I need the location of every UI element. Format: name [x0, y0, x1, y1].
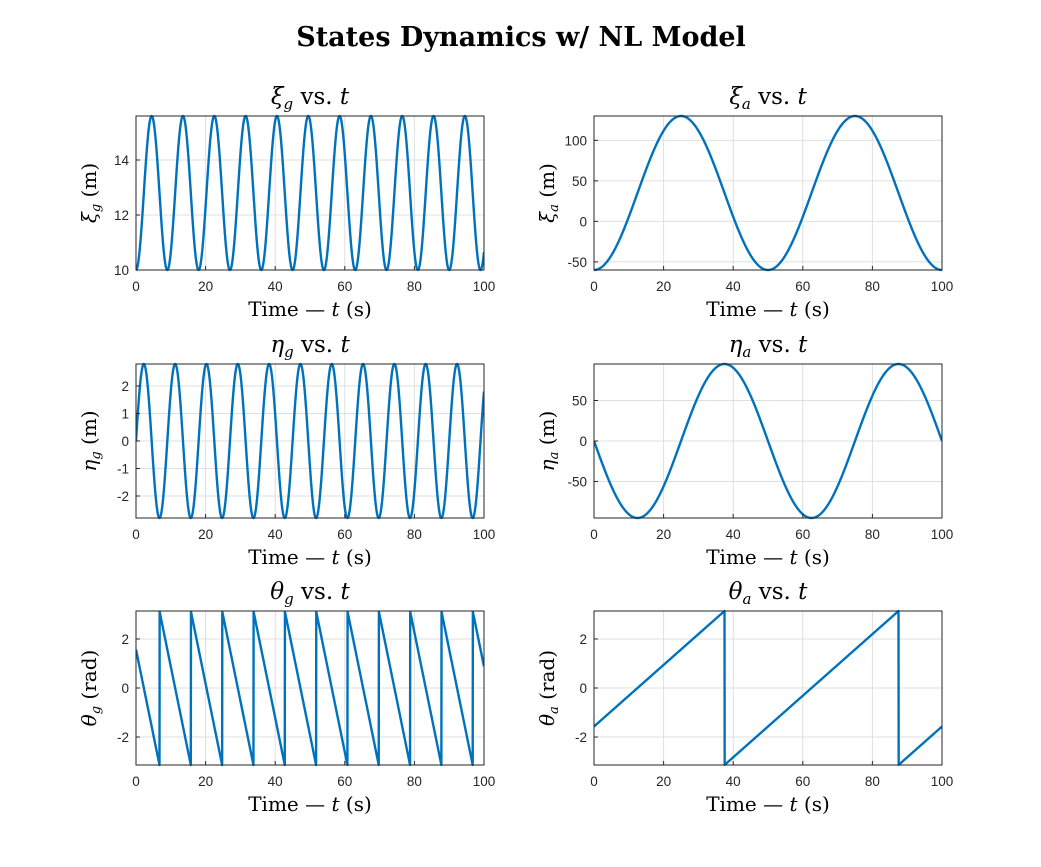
x-tick-label: 100 — [931, 774, 954, 789]
x-tick-label: 100 — [473, 774, 496, 789]
y-tick-label: 100 — [564, 133, 587, 148]
axes-frame — [593, 115, 943, 271]
x-tick-label: 20 — [198, 527, 213, 542]
x-tick-label: 20 — [656, 527, 671, 542]
subplot-title: ηa vs. t — [729, 332, 808, 361]
x-tick-label: 100 — [931, 527, 954, 542]
x-tick-label: 40 — [268, 279, 283, 294]
y-tick-label: 0 — [121, 681, 129, 696]
x-axis-label: Time — t (s) — [706, 297, 830, 321]
subplot-title: ξg vs. t — [271, 84, 350, 113]
subplot-title: θa vs. t — [729, 579, 809, 608]
x-tick-label: 40 — [268, 774, 283, 789]
y-tick-label: 50 — [572, 393, 587, 408]
x-tick-label: 60 — [795, 774, 810, 789]
subplot-4: 0 20 40 60 80 100 -50 0 50 ηa vs. t Time — t (s) ηa… — [535, 332, 953, 569]
y-tick-label: -2 — [117, 730, 129, 745]
x-tick-label: 80 — [407, 527, 422, 542]
x-tick-label: 0 — [590, 279, 598, 294]
series-line-1 — [594, 362, 942, 520]
y-tick-label: -2 — [117, 489, 129, 504]
figure-suptitle: States Dynamics w/ NL Model — [296, 22, 746, 53]
y-tick-label: 0 — [579, 214, 587, 229]
y-tick-label: 0 — [579, 434, 587, 449]
x-tick-label: 60 — [337, 774, 352, 789]
x-tick-label: 100 — [473, 527, 496, 542]
y-tick-label: 1 — [121, 407, 129, 422]
axes-border — [135, 115, 485, 271]
x-tick-label: 40 — [268, 527, 283, 542]
x-tick-label: 80 — [865, 774, 880, 789]
y-tick-label: -50 — [567, 475, 587, 490]
x-tick-label: 80 — [865, 527, 880, 542]
subplot-5: 0 20 40 60 80 100 -2 0 2 θg vs. t Time — t (s) θg (… — [77, 579, 495, 816]
y-tick-label: 2 — [121, 379, 129, 394]
x-tick-label: 80 — [865, 279, 880, 294]
y-axis-label: θg (rad) — [77, 650, 104, 727]
x-axis-label: Time — t (s) — [248, 792, 372, 816]
x-tick-label: 80 — [407, 774, 422, 789]
x-tick-label: 40 — [726, 774, 741, 789]
y-tick-label: 50 — [572, 174, 587, 189]
y-axis-label: ηg (m) — [77, 410, 104, 471]
y-tick-label: -2 — [575, 730, 587, 745]
x-tick-label: 20 — [656, 774, 671, 789]
x-tick-label: 100 — [931, 279, 954, 294]
x-tick-label: 40 — [726, 527, 741, 542]
x-tick-label: 0 — [132, 279, 140, 294]
x-tick-label: 60 — [795, 279, 810, 294]
x-tick-label: 80 — [407, 279, 422, 294]
x-tick-label: 0 — [132, 527, 140, 542]
x-tick-label: 0 — [590, 527, 598, 542]
x-axis-label: Time — t (s) — [706, 792, 830, 816]
x-axis-label: Time — t (s) — [706, 545, 830, 569]
x-tick-label: 0 — [590, 774, 598, 789]
series-line-1 — [136, 114, 484, 272]
x-tick-label: 60 — [337, 279, 352, 294]
y-tick-label: 0 — [579, 681, 587, 696]
x-tick-label: 100 — [473, 279, 496, 294]
y-tick-label: -1 — [117, 462, 129, 477]
axes-border — [593, 115, 943, 271]
series-line-1 — [136, 610, 484, 767]
subplot-1: 0 20 40 60 80 100 10 12 14 ξg vs. t Time — t (s) ξg… — [77, 84, 495, 321]
y-tick-label: 12 — [114, 208, 129, 223]
axes-frame — [135, 115, 485, 271]
x-tick-label: 20 — [198, 774, 213, 789]
y-tick-label: 2 — [121, 632, 129, 647]
subplot-title: ξa vs. t — [729, 84, 807, 113]
subplot-title: θg vs. t — [270, 579, 350, 608]
x-axis-label: Time — t (s) — [248, 545, 372, 569]
y-axis-label: θa (rad) — [535, 650, 562, 726]
series-line-1 — [594, 609, 942, 767]
x-tick-label: 40 — [726, 279, 741, 294]
y-axis-label: ξg (m) — [77, 163, 104, 223]
y-axis-label: ηa (m) — [535, 411, 562, 472]
y-tick-label: 2 — [579, 632, 587, 647]
y-tick-label: 0 — [121, 434, 129, 449]
y-tick-label: 14 — [114, 153, 130, 168]
subplot-6: 0 20 40 60 80 100 -2 0 2 θa vs. t Time — t (s) θa (… — [535, 579, 953, 816]
x-tick-label: 60 — [337, 527, 352, 542]
subplot-title: ηg vs. t — [270, 332, 350, 361]
x-tick-label: 20 — [656, 279, 671, 294]
x-axis-label: Time — t (s) — [248, 297, 372, 321]
x-tick-label: 60 — [795, 527, 810, 542]
x-tick-label: 20 — [198, 279, 213, 294]
subplot-3: 0 20 40 60 80 100 -2 -1 0 1 2 ηg vs. t Time — t (s) η… — [77, 332, 495, 569]
y-axis-label: ξa (m) — [535, 163, 562, 223]
y-tick-label: -50 — [567, 255, 587, 270]
y-tick-label: 10 — [114, 263, 129, 278]
x-tick-label: 0 — [132, 774, 140, 789]
